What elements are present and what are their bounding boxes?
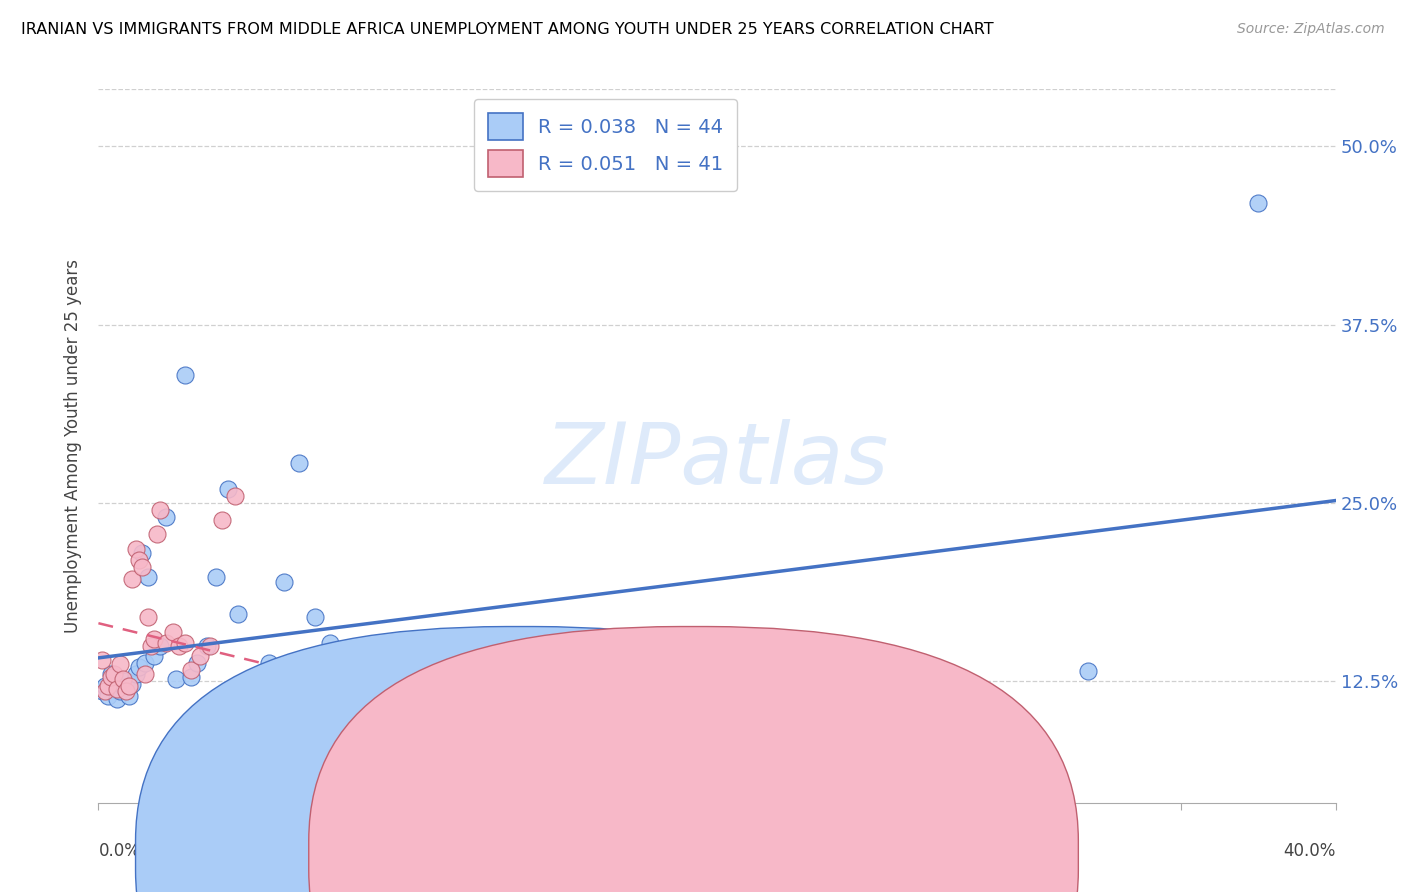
Text: ZIPatlas: ZIPatlas: [546, 418, 889, 502]
Point: [149, 503, 172, 517]
Point: [236, 722, 259, 736]
Point: [174, 368, 197, 382]
Legend: R = 0.038   N = 44, R = 0.051   N = 41: R = 0.038 N = 44, R = 0.051 N = 41: [474, 99, 737, 191]
Point: [366, 722, 388, 736]
Point: [97, 689, 120, 703]
Point: [186, 656, 208, 670]
Point: [131, 546, 153, 560]
Point: [273, 722, 295, 736]
Point: [298, 667, 321, 681]
Point: [143, 632, 166, 646]
Point: [489, 722, 512, 736]
Point: [143, 648, 166, 663]
Point: [100, 670, 122, 684]
Point: [134, 667, 156, 681]
Point: [427, 632, 450, 646]
FancyBboxPatch shape: [309, 626, 1078, 892]
Point: [217, 482, 239, 496]
Point: [167, 639, 190, 653]
Point: [489, 663, 512, 677]
Text: Immigrants from Middle Africa: Immigrants from Middle Africa: [714, 846, 966, 863]
Point: [115, 684, 138, 698]
Point: [118, 689, 141, 703]
Point: [195, 639, 218, 653]
Point: [93, 684, 115, 698]
Point: [205, 570, 228, 584]
Point: [366, 667, 388, 681]
Point: [108, 684, 131, 698]
Point: [93, 679, 115, 693]
Point: [257, 665, 280, 679]
Point: [121, 572, 143, 586]
Point: [551, 724, 574, 739]
Point: [131, 560, 153, 574]
Point: [198, 639, 221, 653]
Point: [103, 667, 125, 681]
Point: [344, 670, 367, 684]
Text: IRANIAN VS IMMIGRANTS FROM MIDDLE AFRICA UNEMPLOYMENT AMONG YOUTH UNDER 25 YEARS: IRANIAN VS IMMIGRANTS FROM MIDDLE AFRICA…: [21, 22, 994, 37]
Point: [139, 639, 162, 653]
Point: [257, 656, 280, 670]
Point: [180, 663, 202, 677]
Point: [90, 684, 112, 698]
Text: Source: ZipAtlas.com: Source: ZipAtlas.com: [1237, 22, 1385, 37]
Point: [273, 574, 295, 589]
Point: [105, 691, 128, 706]
Point: [174, 636, 197, 650]
Point: [180, 670, 202, 684]
Point: [146, 527, 169, 541]
Text: Iranians: Iranians: [541, 846, 607, 863]
Point: [335, 667, 357, 681]
Point: [190, 648, 212, 663]
Point: [211, 513, 233, 527]
Point: [108, 657, 131, 672]
Point: [242, 672, 264, 686]
Point: [124, 667, 146, 681]
Point: [134, 656, 156, 670]
Point: [155, 510, 177, 524]
Point: [121, 677, 143, 691]
Point: [103, 670, 125, 684]
Point: [128, 553, 150, 567]
Point: [396, 663, 419, 677]
Point: [155, 636, 177, 650]
Point: [124, 541, 146, 556]
Point: [128, 660, 150, 674]
Text: 0.0%: 0.0%: [98, 842, 141, 860]
Point: [224, 489, 246, 503]
Y-axis label: Unemployment Among Youth under 25 years: Unemployment Among Youth under 25 years: [65, 259, 83, 633]
Point: [100, 667, 122, 681]
Point: [97, 679, 120, 693]
Point: [162, 624, 184, 639]
Point: [628, 741, 651, 756]
Point: [860, 665, 883, 679]
Point: [319, 667, 342, 681]
Point: [1077, 665, 1099, 679]
Text: 40.0%: 40.0%: [1284, 842, 1336, 860]
Point: [443, 722, 465, 736]
Point: [551, 741, 574, 756]
Point: [112, 679, 135, 693]
Point: [1247, 196, 1270, 211]
Point: [644, 727, 666, 741]
Point: [118, 679, 141, 693]
Point: [105, 681, 128, 696]
Point: [319, 636, 342, 650]
Point: [288, 456, 311, 470]
Point: [103, 681, 125, 696]
Point: [396, 722, 419, 736]
Point: [165, 672, 187, 686]
Point: [136, 610, 159, 624]
Point: [112, 672, 135, 686]
Point: [90, 653, 112, 667]
Point: [149, 639, 172, 653]
Point: [304, 610, 326, 624]
FancyBboxPatch shape: [135, 626, 905, 892]
Point: [136, 570, 159, 584]
Point: [226, 607, 249, 622]
Point: [115, 674, 138, 689]
